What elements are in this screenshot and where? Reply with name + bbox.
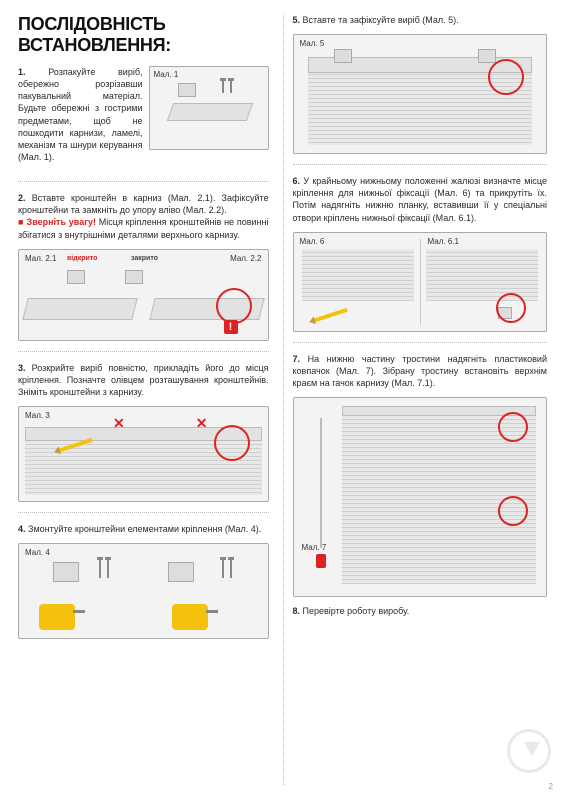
step3-body: Розкрийте виріб повністю, прикладіть йог… (18, 363, 269, 397)
step4-num: 4. (18, 524, 26, 534)
figure-3-label: Мал. 3 (25, 411, 50, 420)
left-column: ПОСЛІДОВНІСТЬ ВСТАНОВЛЕННЯ: 1. Розпакуйт… (0, 0, 283, 799)
step7-text: 7. На нижню частину тростини надягніть п… (293, 353, 548, 389)
drill-icon-1 (39, 604, 75, 630)
step1-body: Розпакуйте виріб, обережно розрізавши па… (18, 67, 143, 162)
figure-6-label: Мал. 6 (300, 237, 325, 246)
figure-7-label: Мал. 7 (302, 543, 327, 552)
step2-num: 2. (18, 193, 26, 203)
figure-5: Мал. 5 (293, 34, 548, 154)
cross-mark-2: ✕ (196, 415, 208, 432)
step4-text: 4. Змонтуйте кронштейни елементами кріпл… (18, 523, 269, 535)
divider-5 (293, 164, 548, 165)
status-open: відкрито (67, 255, 97, 262)
step6-num: 6. (293, 176, 301, 186)
step2-text: 2. Вставте кронштейн в карниз (Мал. 2.1)… (18, 192, 269, 241)
step8-text: 8. Перевірте роботу виробу. (293, 605, 548, 617)
divider-3 (18, 512, 269, 513)
figure-6: Мал. 6 Мал. 6.1 (293, 232, 548, 332)
page-title: ПОСЛІДОВНІСТЬ ВСТАНОВЛЕННЯ: (18, 14, 269, 56)
step6-body: У крайньому нижньому положенні жалюзі ви… (293, 176, 548, 222)
step8-num: 8. (293, 606, 301, 616)
step7-num: 7. (293, 354, 301, 364)
figure-2-2-label: Мал. 2.2 (230, 254, 261, 263)
figure-1: Мал. 1 (149, 66, 269, 150)
warning-icon: ! (224, 320, 238, 334)
figure-5-label: Мал. 5 (300, 39, 325, 48)
step5-text: 5. Вставте та зафіксуйте виріб (Мал. 5). (293, 14, 548, 26)
wand-cap-icon (316, 554, 326, 568)
figure-1-label: Мал. 1 (154, 70, 179, 79)
step7-body: На нижню частину тростини надягніть плас… (293, 354, 548, 388)
divider-2 (18, 351, 269, 352)
step1-num: 1. (18, 67, 26, 77)
figure-6-1-label: Мал. 6.1 (428, 237, 459, 246)
status-closed: закрито (131, 255, 158, 262)
figure-4-label: Мал. 4 (25, 548, 50, 557)
cross-mark-1: ✕ (113, 415, 125, 432)
step5-body: Вставте та зафіксуйте виріб (Мал. 5). (303, 15, 459, 25)
figure-3: Мал. 3 ✕ ✕ (18, 406, 269, 502)
divider-1 (18, 181, 269, 182)
step6-text: 6. У крайньому нижньому положенні жалюзі… (293, 175, 548, 224)
figure-7: Мал. 7 Мал. 7.1 (293, 397, 548, 597)
figure-2: Мал. 2.1 Мал. 2.2 відкрито закрито ! (18, 249, 269, 341)
step5-num: 5. (293, 15, 301, 25)
step1-text: 1. Розпакуйте виріб, обережно розрізавши… (18, 66, 143, 163)
step8-body: Перевірте роботу виробу. (303, 606, 410, 616)
pencil-icon-2 (314, 308, 348, 322)
figure-2-1-label: Мал. 2.1 (25, 254, 56, 263)
figure-4: Мал. 4 (18, 543, 269, 639)
step2-body: Вставте кронштейн в карниз (Мал. 2.1). З… (18, 193, 269, 215)
wand-rod (320, 418, 322, 548)
page-number: 2 (549, 782, 553, 791)
step3-num: 3. (18, 363, 26, 373)
step2-warn-prefix: ■ Зверніть увагу! (18, 217, 96, 227)
step4-body: Змонтуйте кронштейни елементами кріпленн… (28, 524, 261, 534)
step3-text: 3. Розкрийте виріб повністю, прикладіть … (18, 362, 269, 398)
drill-icon-2 (172, 604, 208, 630)
right-column: 5. Вставте та зафіксуйте виріб (Мал. 5).… (283, 0, 565, 799)
watermark-icon (507, 729, 551, 773)
divider-6 (293, 342, 548, 343)
